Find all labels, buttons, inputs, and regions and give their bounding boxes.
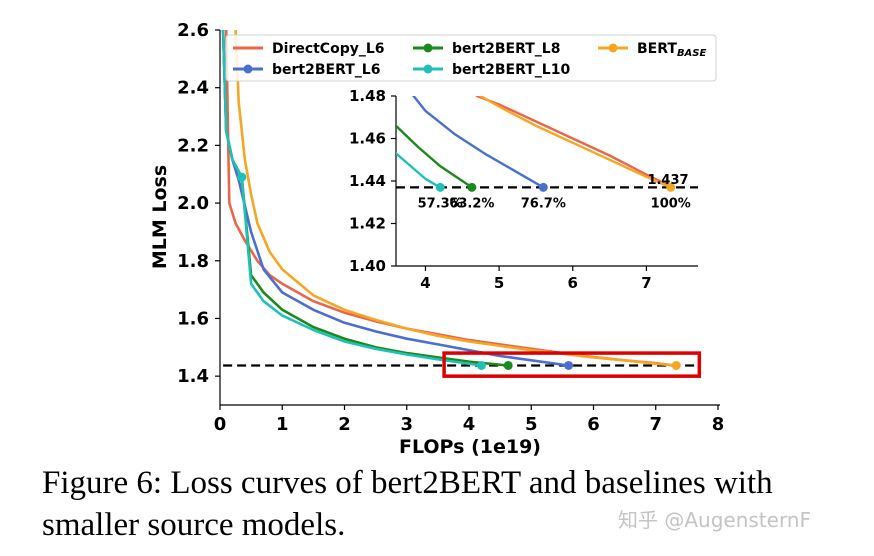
inset-chart: 4 5 6 7 1.40 1.42 1.44 1.46 1.48 57.3%63.2% 76.7%… xyxy=(349,87,698,292)
legend-label-bert2bert-l8: bert2BERT_L8 xyxy=(452,41,560,57)
inset-x-tick-label: 4 xyxy=(420,274,430,292)
y-tick-label: 2.2 xyxy=(177,135,209,156)
main-endpoint-markers xyxy=(237,172,681,370)
inset-reference-label: 1.437 xyxy=(647,173,688,188)
inset-series-line-bert2bert-l6 xyxy=(412,96,545,189)
inset-background xyxy=(394,94,698,270)
inset-y-tick-label: 1.42 xyxy=(349,215,386,233)
inset-ticks: 4 5 6 7 1.40 1.42 1.44 1.46 1.48 xyxy=(349,87,652,292)
x-tick-label: 0 xyxy=(214,414,227,435)
inset-x-tick-label: 6 xyxy=(568,274,578,292)
main-series-group xyxy=(221,30,678,367)
legend-label-bert-base: BERTBASE xyxy=(637,41,707,59)
x-tick-label: 7 xyxy=(649,414,662,435)
endpoint-marker-bert2bert-l8 xyxy=(503,360,513,370)
endpoint-marker-bert-base xyxy=(671,360,681,370)
x-tick-label: 1 xyxy=(276,414,289,435)
legend-label-bert2bert-l10: bert2BERT_L10 xyxy=(452,62,570,78)
inset-x-tick-label: 7 xyxy=(641,274,651,292)
inset-endpoint-marker-bert-base xyxy=(666,182,676,192)
legend-marker-bert2bert-l8 xyxy=(423,43,433,53)
legend-entry-bert2bert-l10: bert2BERT_L10 xyxy=(413,62,570,78)
inset-series-group xyxy=(396,96,672,189)
inset-endpoint-label-bert2bert-l10: 57.3% xyxy=(418,196,463,211)
legend-frame xyxy=(225,34,717,82)
y-tick-label: 2.0 xyxy=(177,193,209,214)
inset-endpoint-marker-bert2bert-l10 xyxy=(435,182,445,192)
highlight-box xyxy=(442,351,702,378)
inset-endpoint-marker-bert2bert-l8 xyxy=(467,182,477,192)
endpoint-marker-bert2bert-l10 xyxy=(237,172,247,182)
inset-x-tick-label: 5 xyxy=(494,274,504,292)
inset-y-tick-label: 1.44 xyxy=(349,172,386,190)
legend-entry-bert-base: BERTBASE xyxy=(598,41,707,59)
x-tick-label: 5 xyxy=(525,414,538,435)
x-tick-label: 2 xyxy=(338,414,351,435)
inset-endpoint-label-bert2bert-l6: 76.7% xyxy=(521,196,566,211)
figure-caption: Figure 6: Loss curves of bert2BERT and b… xyxy=(42,465,773,543)
inset-y-tick-label: 1.48 xyxy=(349,87,386,105)
main-ticks: 0 1 2 3 4 5 6 7 8 1.4 1.6 1.8 2.0 2.2 2.4 2.6 xyxy=(177,20,724,435)
loss-curve-chart: 0 1 2 3 4 5 6 7 8 1.4 1.6 1.8 2.0 2.2 2.4 2.6 FLOPs (1e… xyxy=(149,20,724,458)
endpoint-marker-bert2bert-l10 xyxy=(476,360,486,370)
y-tick-label: 1.6 xyxy=(177,308,209,329)
series-line-bert2bert-l10 xyxy=(221,30,483,367)
inset-endpoint-marker-bert2bert-l6 xyxy=(538,182,548,192)
series-line-bert-base xyxy=(234,30,678,367)
y-axis-title: MLM Loss xyxy=(149,165,171,269)
inset-series-line-bert2bert-l10 xyxy=(396,152,442,189)
legend-label-directcopy-l6: DirectCopy_L6 xyxy=(272,41,385,57)
endpoint-marker-bert2bert-l6 xyxy=(564,360,574,370)
legend-entry-bert2bert-l6: bert2BERT_L6 xyxy=(233,62,380,78)
inset-series-line-bert-base xyxy=(478,96,672,189)
highlight-rectangle xyxy=(442,351,702,378)
x-tick-label: 8 xyxy=(712,414,725,435)
inset-y-tick-label: 1.46 xyxy=(349,130,386,148)
inset-series-line-directcopy-l6 xyxy=(475,96,670,187)
legend: DirectCopy_L6 bert2BERT_L6 bert2BERT_L8 … xyxy=(225,34,717,82)
x-tick-label: 3 xyxy=(400,414,413,435)
y-tick-label: 2.4 xyxy=(177,78,209,99)
y-tick-label: 1.8 xyxy=(177,251,209,272)
x-tick-label: 6 xyxy=(587,414,600,435)
inset-series-line-bert2bert-l8 xyxy=(396,124,474,189)
x-axis-title: FLOPs (1e19) xyxy=(399,436,541,458)
legend-marker-bert2bert-l10 xyxy=(423,64,433,74)
legend-entry-directcopy-l6: DirectCopy_L6 xyxy=(233,41,385,57)
inset-y-tick-label: 1.40 xyxy=(349,257,386,275)
y-tick-label: 2.6 xyxy=(177,20,209,41)
inset-endpoint-label-bert2bert-l8: 63.2% xyxy=(449,196,494,211)
legend-marker-bert-base xyxy=(608,43,618,53)
inset-endpoint-markers: 57.3%63.2% 76.7% 100% xyxy=(418,182,691,211)
legend-entry-bert2bert-l8: bert2BERT_L8 xyxy=(413,41,560,57)
y-tick-label: 1.4 xyxy=(177,366,209,387)
legend-label-bert-base-main: BERT xyxy=(637,41,677,57)
legend-marker-bert2bert-l6 xyxy=(243,64,253,74)
x-tick-label: 4 xyxy=(463,414,476,435)
legend-label-bert-base-sub: BASE xyxy=(677,48,707,59)
inset-endpoint-label-bert-base: 100% xyxy=(651,196,691,211)
legend-label-bert2bert-l6: bert2BERT_L6 xyxy=(272,62,380,78)
watermark-text: 知乎 @AugensternF xyxy=(618,508,812,532)
